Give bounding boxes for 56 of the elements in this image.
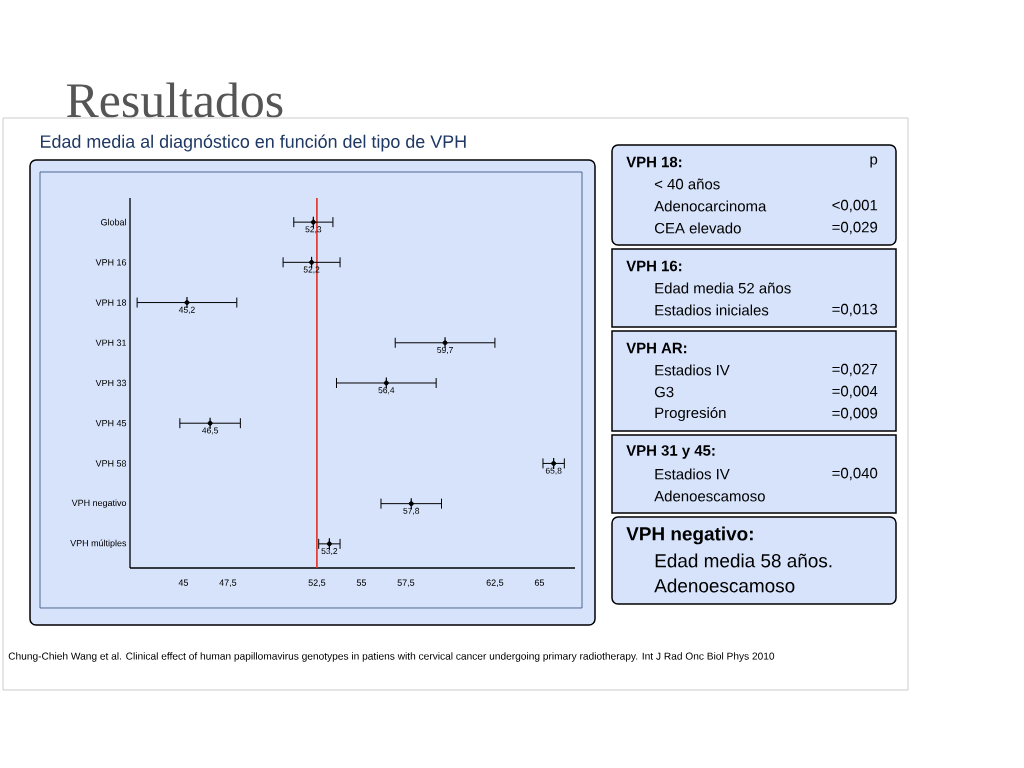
y-tick-label: VPH 16 <box>95 259 127 266</box>
text: VPH 18: <box>626 156 682 168</box>
text: VPH 31 y 45: <box>626 445 715 459</box>
text: CEA elevado <box>654 222 741 234</box>
text: =0,040 <box>832 467 878 481</box>
chart-title: Resultados <box>66 82 283 118</box>
text: VPH negativo: <box>626 526 753 545</box>
text: Adenoescamoso <box>654 490 765 502</box>
y-tick-label: VPH 45 <box>95 420 127 427</box>
point <box>408 501 414 507</box>
data-label: 46,5 <box>202 427 218 435</box>
data-label: 57,8 <box>403 507 420 515</box>
text: p <box>870 156 878 168</box>
y-tick-label: Global <box>101 218 126 226</box>
text: =0,027 <box>832 363 878 377</box>
text: Estadios IV <box>655 364 730 376</box>
y-tick-label: VPH 58 <box>95 460 127 467</box>
text: =0,013 <box>832 303 878 317</box>
x-tick-label: 55 <box>356 579 367 586</box>
data-label: 59,7 <box>437 346 453 354</box>
point <box>310 219 316 225</box>
text: VPH AR: <box>626 342 687 354</box>
x-tick-label: 45 <box>178 579 189 586</box>
text: Estadios IV <box>655 468 730 480</box>
text: <0,001 <box>832 199 878 213</box>
x-tick-label: 65 <box>534 579 545 586</box>
text: Edad media 52 años <box>655 282 791 294</box>
text: Chung-Chieh Wang et al. Clinical effect of human papillomavirus genotypes in patiens with cervical cancer undergoing primary radiotherapy. Int J Rad Onc Biol Phys 2010 <box>8 652 775 662</box>
text: =0,009 <box>832 407 878 421</box>
text: Edad media 58 años. <box>655 553 832 568</box>
point <box>326 541 332 547</box>
text: Progresión <box>655 406 726 422</box>
y-tick-label: VPH 33 <box>95 379 127 387</box>
data-label: 56,4 <box>378 387 395 395</box>
text: Adenoescamoso <box>654 578 795 593</box>
x-tick-label: 47,5 <box>219 579 237 587</box>
data-label: 65,8 <box>545 467 562 475</box>
point <box>309 259 315 265</box>
x-tick-label: 62,5 <box>486 579 504 587</box>
text: Adenocarcinoma <box>654 200 767 212</box>
y-tick-label: VPH negativo <box>71 499 127 508</box>
data-label: 45,2 <box>178 306 195 314</box>
text: < 40 años <box>654 178 720 190</box>
text: Estadios iniciales <box>655 304 769 316</box>
text: =0,004 <box>832 385 878 399</box>
y-tick-label: VPH múltiples <box>70 539 127 549</box>
text: =0,029 <box>832 221 878 235</box>
text: G3 <box>654 386 674 398</box>
point <box>383 380 389 386</box>
data-label: 53,2 <box>321 548 338 556</box>
x-tick-label: 52,5 <box>308 579 326 587</box>
text: VPH 16: <box>626 260 682 272</box>
y-tick-label: VPH 31 <box>95 339 127 346</box>
x-tick-label: 57,5 <box>397 579 415 587</box>
y-tick-label: VPH 18 <box>95 299 127 306</box>
chart-subtitle: Edad media al diagnóstico en función del tipo de VPH <box>41 134 466 152</box>
